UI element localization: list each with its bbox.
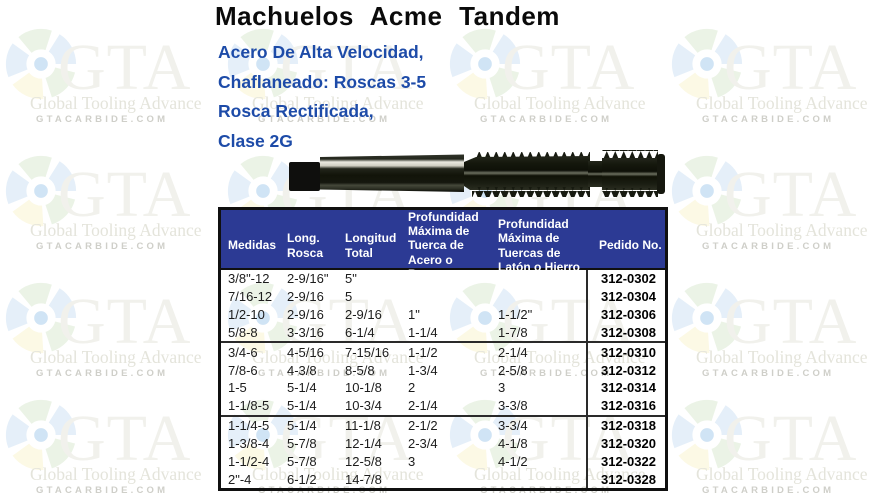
table-cell: 1" xyxy=(408,307,420,323)
table-cell: 5" xyxy=(345,271,357,287)
table-cell: 10-1/8 xyxy=(345,380,382,396)
table-row: 5/8-8 3-3/16 6-1/4 1-1/4 1-7/8 312-0308 xyxy=(221,323,665,342)
table-row: 7/8-6 4-3/8 8-5/8 1-3/4 2-5/8 312-0312 xyxy=(221,361,665,379)
order-number-cell: 312-0310 xyxy=(586,343,665,362)
header-prof-acero-bronce: Profundidad Máxima de Tuerca de Acero o … xyxy=(408,210,479,281)
table-cell: 2-1/2 xyxy=(408,418,438,434)
table-cell: 2 xyxy=(408,380,416,396)
table-row: 1-1/8-5 5-1/4 10-3/4 2-1/4 3-3/8 312-0316 xyxy=(221,396,665,415)
table-cell: 1-1/2 xyxy=(408,344,438,360)
table-group: 1-1/4-5 5-1/4 11-1/8 2-1/2 3-3/4 312-0318 1-3/… xyxy=(221,414,665,488)
table-row: 2"-4 6-1/2 14-7/8 312-0328 xyxy=(221,470,665,488)
page-title: Machuelos Acme Tandem xyxy=(215,1,560,31)
table-cell: 3-3/8 xyxy=(498,398,528,414)
table-row: 1/2-10 2-9/16 2-9/16 1" 1-1/2" 312-0306 xyxy=(221,305,665,324)
table-cell: 2-9/16 xyxy=(287,307,324,323)
table-cell: 3-3/16 xyxy=(287,324,324,340)
table-cell: 1-3/4 xyxy=(408,362,438,378)
table-cell: 6-1/4 xyxy=(345,324,375,340)
table-cell: 1-3/8-4 xyxy=(228,435,270,451)
table-cell: 2-5/8 xyxy=(498,362,528,378)
table-cell: 4-1/8 xyxy=(498,435,528,451)
table-cell: 11-1/8 xyxy=(345,418,381,434)
table-row: 1-1/4-5 5-1/4 11-1/8 2-1/2 3-3/4 312-0318 xyxy=(221,416,665,435)
spec-table: Medidas Long. Rosca Longitud Total Profu… xyxy=(218,207,668,491)
header-prof-laton-hierro: Profundidad Máxima de Tuercas de Latón o… xyxy=(498,217,581,274)
table-row: 1-1/2-4 5-7/8 12-5/8 3 4-1/2 312-0322 xyxy=(221,452,665,471)
order-number-cell: 312-0302 xyxy=(586,270,665,288)
table-cell: 3 xyxy=(408,453,416,469)
table-cell: 1-1/4 xyxy=(408,324,438,340)
spec-line-chamfer: Chaflaneado: Roscas 3-5 xyxy=(218,71,427,92)
table-cell: 5-1/4 xyxy=(287,398,317,414)
table-cell: 7/8-6 xyxy=(228,362,258,378)
table-cell: 3-3/4 xyxy=(498,418,528,434)
spec-line-thread: Rosca Rectificada, xyxy=(218,101,374,121)
table-row: 1-5 5-1/4 10-1/8 2 3 312-0314 xyxy=(221,378,665,397)
table-cell: 1-1/4-5 xyxy=(228,418,270,434)
header-medidas: Medidas xyxy=(228,238,277,253)
product-image-tap xyxy=(288,141,666,199)
table-cell: 2-1/4 xyxy=(498,344,528,360)
table-cell: 12-1/4 xyxy=(345,435,382,451)
table-cell: 2-1/4 xyxy=(408,398,438,414)
table-cell: 7/16-12 xyxy=(228,289,273,305)
table-row: 3/4-6 4-5/16 7-15/16 1-1/2 2-1/4 312-0310 xyxy=(221,343,665,362)
order-number-cell: 312-0318 xyxy=(586,416,665,435)
order-number-cell: 312-0316 xyxy=(586,396,665,415)
table-cell: 1-7/8 xyxy=(498,324,528,340)
table-cell: 10-3/4 xyxy=(345,398,382,414)
spec-line-class: Clase 2G xyxy=(218,130,293,151)
table-header-row: Medidas Long. Rosca Longitud Total Profu… xyxy=(221,210,665,281)
table-cell: 7-15/16 xyxy=(345,344,390,360)
table-cell: 5-7/8 xyxy=(287,453,317,469)
table-group: 3/4-6 4-5/16 7-15/16 1-1/2 2-1/4 312-0310 7/8-… xyxy=(221,341,665,415)
table-cell: 14-7/8 xyxy=(345,471,382,487)
table-cell: 1/2-10 xyxy=(228,307,265,323)
table-cell: 1-1/2" xyxy=(498,307,533,323)
table-cell: 2-9/16 xyxy=(345,307,382,323)
table-cell: 5-1/4 xyxy=(287,380,317,396)
order-number-cell: 312-0322 xyxy=(586,452,665,471)
table-cell: 1-1/8-5 xyxy=(228,398,270,414)
order-number-cell: 312-0312 xyxy=(586,361,665,379)
order-number-cell: 312-0320 xyxy=(586,434,665,453)
header-pedido-no: Pedido No. xyxy=(599,238,662,253)
spec-line-material: Acero De Alta Velocidad, xyxy=(218,42,424,62)
table-cell: 5/8-8 xyxy=(228,324,258,340)
header-longitud-total: Longitud Total xyxy=(345,231,397,260)
table-cell: 2"-4 xyxy=(228,471,252,487)
header-long-rosca: Long. Rosca xyxy=(287,231,324,260)
table-cell: 2-9/16" xyxy=(287,271,329,287)
table-cell: 2-9/16 xyxy=(287,289,324,305)
table-cell: 5 xyxy=(345,289,353,305)
tap-illustration xyxy=(289,150,665,197)
table-cell: 12-5/8 xyxy=(345,453,382,469)
order-number-cell: 312-0328 xyxy=(586,470,665,488)
table-cell: 2-3/4 xyxy=(408,435,438,451)
order-number-cell: 312-0308 xyxy=(586,323,665,342)
table-cell: 3 xyxy=(498,380,506,396)
table-cell: 1-5 xyxy=(228,380,247,396)
order-number-cell: 312-0304 xyxy=(586,287,665,306)
table-cell: 1-1/2-4 xyxy=(228,453,270,469)
table-cell: 3/8"-12 xyxy=(228,271,270,287)
table-cell: 3/4-6 xyxy=(228,344,258,360)
table-row: 1-3/8-4 5-7/8 12-1/4 2-3/4 4-1/8 312-0320 xyxy=(221,434,665,453)
table-body: 3/8"-12 2-9/16" 5" 312-0302 7/16-12 2-9/16 5 31… xyxy=(221,270,665,488)
table-row: 7/16-12 2-9/16 5 312-0304 xyxy=(221,287,665,306)
order-number-cell: 312-0314 xyxy=(586,378,665,397)
table-cell: 6-1/2 xyxy=(287,471,317,487)
order-number-cell: 312-0306 xyxy=(586,305,665,324)
table-cell: 8-5/8 xyxy=(345,362,375,378)
table-cell: 4-5/16 xyxy=(287,344,324,360)
product-specs: Acero De Alta Velocidad, Chaflaneado: Ro… xyxy=(218,38,426,156)
table-cell: 5-1/4 xyxy=(287,418,317,434)
table-cell: 5-7/8 xyxy=(287,435,317,451)
table-cell: 4-3/8 xyxy=(287,362,317,378)
table-cell: 4-1/2 xyxy=(498,453,528,469)
